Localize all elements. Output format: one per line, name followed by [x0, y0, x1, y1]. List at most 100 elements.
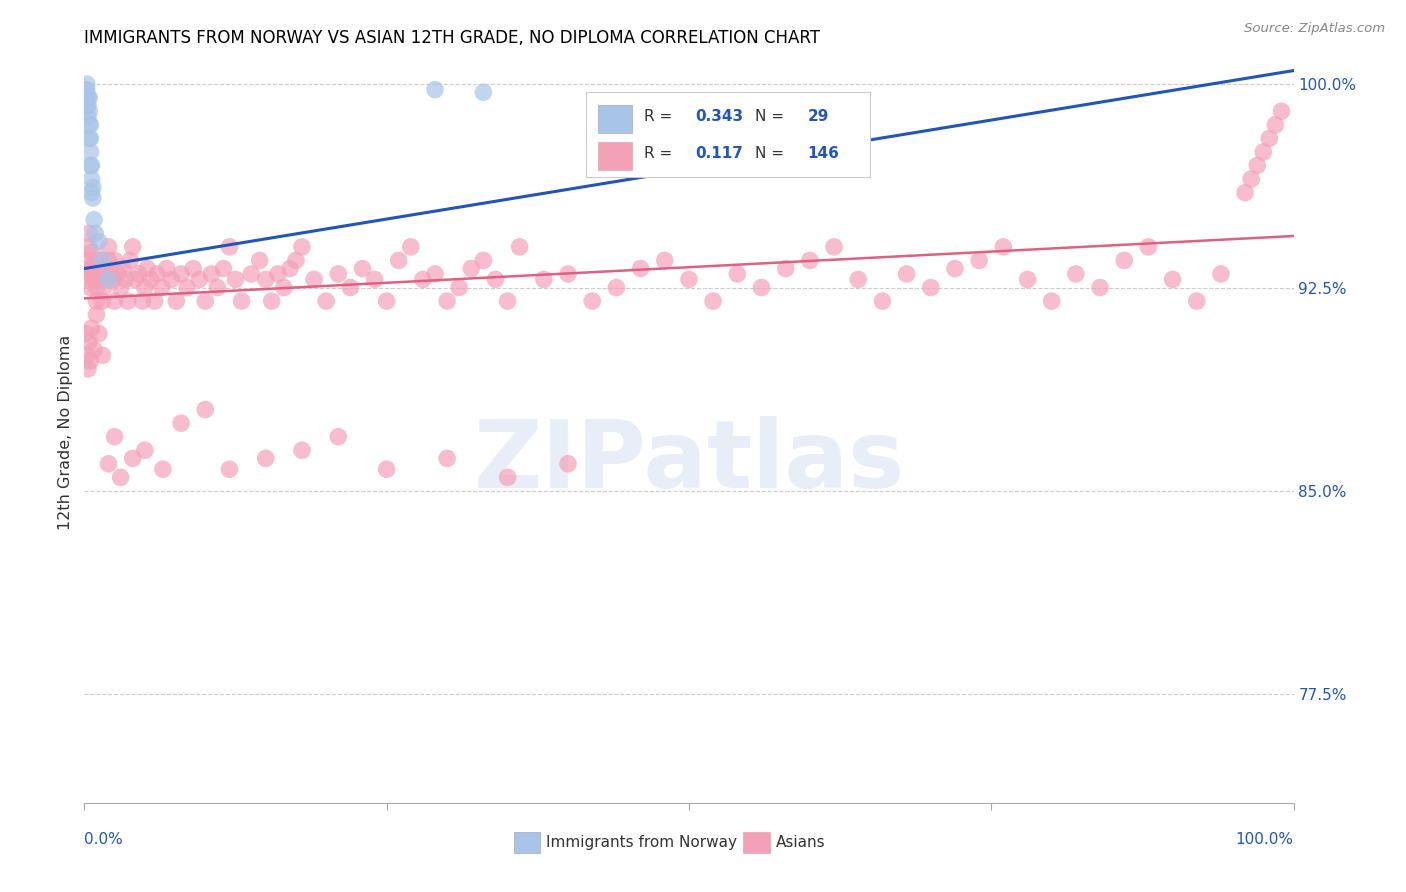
Point	[79, 353, 101, 368]
Point	[97, 272, 120, 286]
FancyBboxPatch shape	[513, 832, 540, 853]
Point	[943, 261, 966, 276]
Point	[86, 261, 108, 276]
Point	[1161, 272, 1184, 286]
Point	[278, 261, 301, 276]
Point	[605, 280, 627, 294]
Point	[967, 253, 990, 268]
Point	[75, 253, 97, 268]
Point	[77, 118, 100, 132]
Text: 0.117: 0.117	[695, 146, 742, 161]
Point	[557, 457, 579, 471]
Point	[120, 253, 142, 268]
Point	[104, 253, 127, 268]
Point	[80, 245, 103, 260]
Point	[799, 253, 821, 268]
Point	[104, 294, 127, 309]
Point	[1088, 280, 1111, 294]
Point	[1246, 159, 1268, 173]
Point	[110, 280, 132, 294]
Point	[176, 280, 198, 294]
Point	[104, 430, 127, 444]
Point	[496, 294, 519, 309]
Point	[449, 280, 471, 294]
Text: R =: R =	[644, 109, 678, 124]
Point	[291, 240, 314, 254]
Point	[207, 280, 229, 294]
Point	[1258, 131, 1281, 145]
Point	[114, 272, 136, 286]
Point	[84, 253, 107, 268]
Point	[181, 261, 204, 276]
Point	[260, 294, 283, 309]
Point	[254, 272, 277, 286]
Point	[76, 272, 98, 286]
Point	[273, 280, 295, 294]
Point	[678, 272, 700, 286]
Point	[77, 91, 100, 105]
FancyBboxPatch shape	[586, 92, 870, 178]
Point	[218, 462, 240, 476]
Point	[1253, 145, 1275, 159]
Point	[218, 240, 240, 254]
Point	[76, 87, 98, 102]
Point	[77, 240, 100, 254]
Point	[630, 261, 652, 276]
Point	[581, 294, 603, 309]
Point	[1240, 172, 1263, 186]
Point	[993, 240, 1015, 254]
Text: 100.0%: 100.0%	[1236, 832, 1294, 847]
Point	[91, 253, 114, 268]
Point	[315, 294, 337, 309]
Point	[188, 272, 211, 286]
Point	[83, 212, 105, 227]
Point	[240, 267, 263, 281]
Point	[823, 240, 845, 254]
Text: Source: ZipAtlas.com: Source: ZipAtlas.com	[1244, 22, 1385, 36]
Point	[170, 267, 193, 281]
Point	[94, 272, 117, 286]
Point	[702, 294, 724, 309]
Point	[412, 272, 434, 286]
Point	[1209, 267, 1232, 281]
Point	[160, 272, 183, 286]
Point	[436, 451, 458, 466]
Point	[496, 470, 519, 484]
Point	[423, 82, 446, 96]
Point	[80, 159, 103, 173]
Text: Immigrants from Norway: Immigrants from Norway	[547, 835, 737, 850]
Text: Asians: Asians	[776, 835, 825, 850]
Point	[87, 272, 110, 286]
Point	[896, 267, 918, 281]
Text: 146: 146	[807, 146, 839, 161]
Point	[76, 99, 98, 113]
Point	[94, 261, 117, 276]
Point	[533, 272, 555, 286]
Point	[339, 280, 361, 294]
Point	[91, 267, 114, 281]
Point	[87, 326, 110, 341]
Point	[89, 253, 111, 268]
Point	[150, 280, 173, 294]
Point	[363, 272, 385, 286]
Text: IMMIGRANTS FROM NORWAY VS ASIAN 12TH GRADE, NO DIPLOMA CORRELATION CHART: IMMIGRANTS FROM NORWAY VS ASIAN 12TH GRA…	[84, 29, 820, 47]
Point	[79, 131, 101, 145]
Text: N =: N =	[755, 109, 789, 124]
Point	[77, 334, 100, 349]
Point	[152, 462, 174, 476]
Point	[77, 104, 100, 119]
Point	[775, 261, 797, 276]
Point	[107, 267, 129, 281]
Point	[80, 186, 103, 200]
Point	[267, 267, 290, 281]
Point	[872, 294, 894, 309]
Point	[87, 235, 110, 249]
Point	[231, 294, 253, 309]
Point	[124, 272, 146, 286]
Point	[654, 253, 676, 268]
Point	[76, 348, 98, 362]
Point	[1270, 104, 1292, 119]
Point	[79, 159, 101, 173]
Point	[254, 451, 277, 466]
Point	[134, 443, 156, 458]
